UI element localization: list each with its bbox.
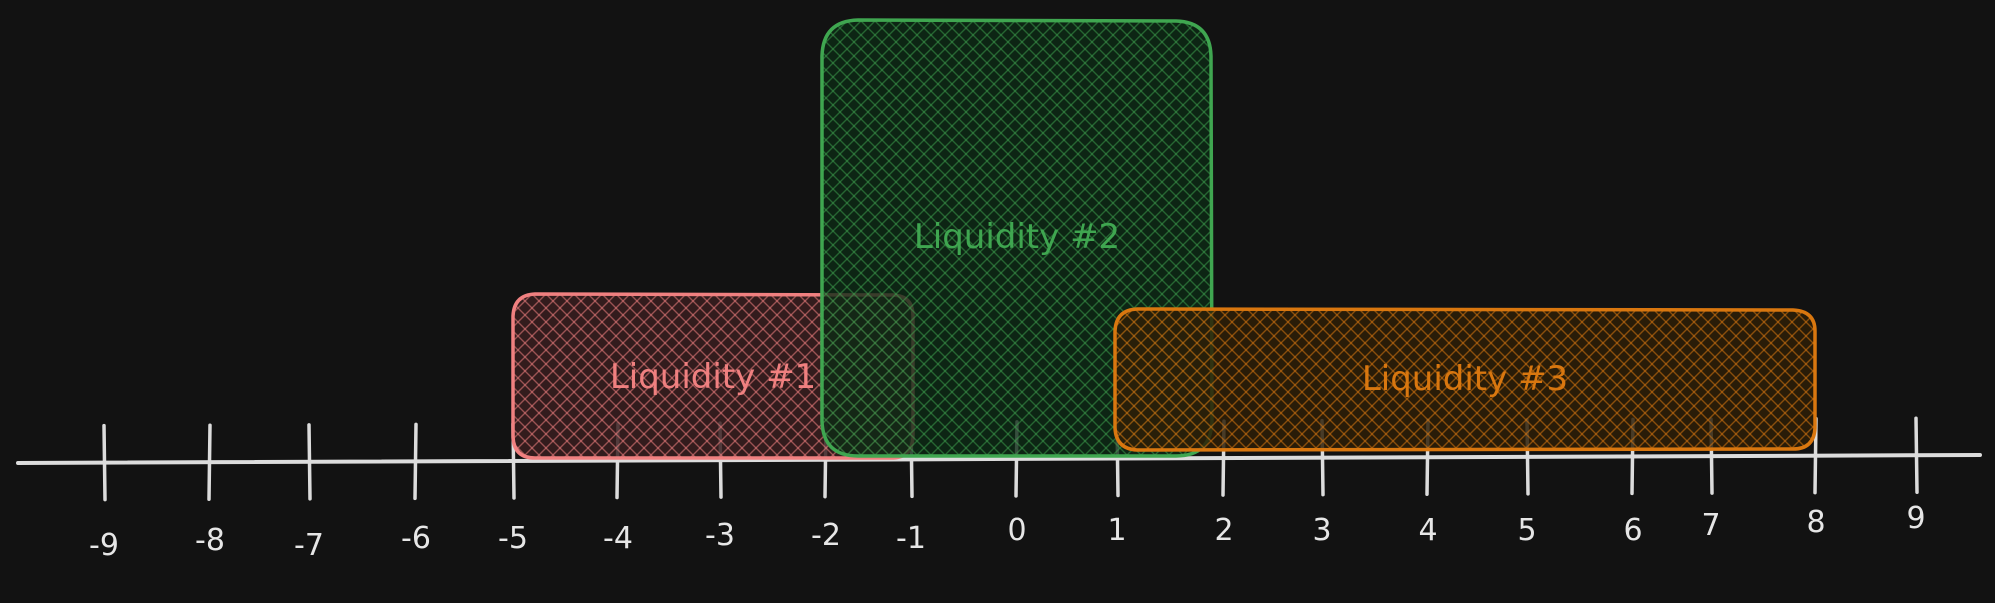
axis-tick-label: 1 [1107, 513, 1126, 548]
axis-tick-label: 5 [1517, 513, 1536, 548]
liquidity-2-label: Liquidity #2 [914, 217, 1120, 257]
axis-tick-labels: -9 -8 -7 -6 -5 -4 -3 -2 -1 0 1 2 3 4 5 6 7 8 9 [89, 501, 1926, 563]
axis-tick-label: 7 [1701, 508, 1720, 543]
axis-tick-label: -3 [705, 518, 735, 553]
liquidity-2-outline [820, 18, 1214, 458]
axis-tick-label: 9 [1906, 501, 1925, 536]
liquidity-3-range [1113, 307, 1817, 452]
axis-tick-label: 8 [1806, 505, 1825, 540]
axis-tick-label: -9 [89, 528, 119, 563]
axis-tick-label: 6 [1623, 513, 1642, 548]
liquidity-3-label: Liquidity #3 [1362, 359, 1568, 399]
axis-tick-label: 4 [1418, 513, 1437, 548]
axis-tick-label: 0 [1007, 513, 1026, 548]
axis-tick-label: 2 [1214, 513, 1233, 548]
axis-tick-label: -6 [401, 521, 431, 556]
liquidity-1-label: Liquidity #1 [610, 357, 816, 397]
axis-tick-label: -2 [811, 518, 841, 553]
axis-tick [1914, 416, 1919, 495]
axis-tick [307, 423, 312, 501]
liquidity-3-outline [1113, 307, 1817, 452]
axis-tick-label: -1 [896, 521, 926, 556]
axis-tick-label: 3 [1312, 513, 1331, 548]
axis-tick [207, 423, 212, 501]
axis-tick-label: -7 [294, 528, 324, 563]
axis-line [16, 453, 1982, 465]
axis-tick-label: -5 [498, 521, 528, 556]
liquidity-1-hatch [513, 294, 913, 458]
liquidity-3-hatch [1115, 309, 1815, 450]
liquidity-1-range [511, 292, 915, 460]
axis-tick-label: -4 [603, 521, 633, 556]
axis-tick-label: -8 [195, 523, 225, 558]
axis-tick [413, 422, 418, 501]
axis-tick [102, 423, 107, 502]
